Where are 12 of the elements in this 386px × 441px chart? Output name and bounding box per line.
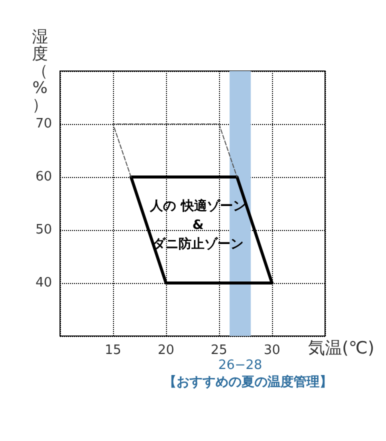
- y-tick-label: 70: [35, 116, 52, 132]
- x-tick-label: 30: [264, 343, 280, 358]
- x-tick-label: 25: [210, 343, 228, 358]
- band-label: 26−28: [218, 358, 262, 373]
- x-tick-label: 15: [104, 343, 122, 358]
- y-axis-title: 湿度（%）: [32, 27, 48, 114]
- x-tick-label: 20: [158, 343, 174, 358]
- y-tick-label: 60: [35, 170, 52, 184]
- text: 【おすすめの夏の温度管理】: [164, 374, 332, 390]
- y-tick-label: 50: [35, 222, 52, 238]
- x-axis-title: 気温(℃): [308, 338, 374, 358]
- y-tick-label: 40: [35, 276, 52, 290]
